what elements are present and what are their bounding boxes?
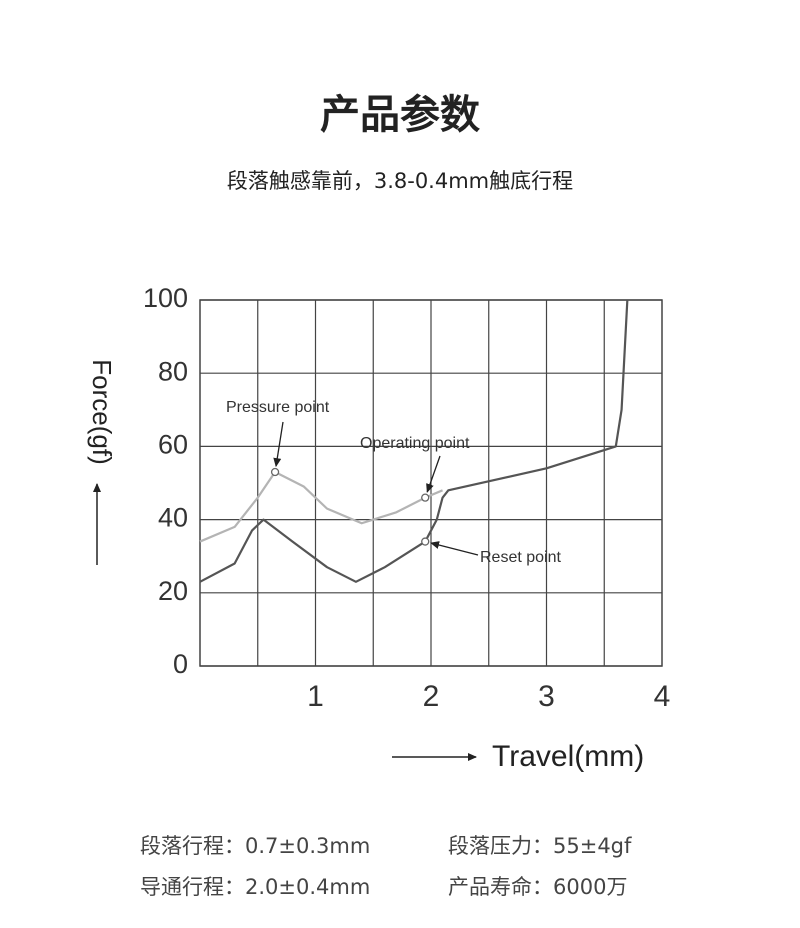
y-tick-label: 0 [173, 649, 188, 679]
annotation-arrow [273, 421, 284, 468]
y-tick-label: 80 [158, 356, 188, 386]
x-tick-label: 3 [538, 680, 555, 713]
spec: 段落行程：0.7±0.3mm [140, 834, 370, 858]
x-tick-label: 1 [307, 680, 324, 713]
annotation-arrow [426, 455, 441, 493]
x-axis-label: Travel(mm) [492, 740, 644, 773]
x-tick-label: 4 [654, 680, 671, 713]
series-line [199, 299, 629, 583]
y-tick-label: 20 [158, 576, 188, 606]
y-axis-label: Force(gf) [87, 359, 117, 464]
spec: 导通行程：2.0±0.4mm [140, 875, 370, 899]
annotation-point [421, 537, 430, 546]
annotation-arrow [430, 541, 479, 556]
page-title: 产品参数 [320, 91, 480, 138]
plot: 0 20 40 60 80 100 1 2 3 4 Pressure point Operating … [143, 283, 670, 713]
spec: 段落压力：55±4gf [448, 834, 632, 858]
annotation-point [270, 467, 280, 477]
x-tick-label: 2 [423, 680, 440, 713]
y-tick-label: 40 [158, 503, 188, 533]
annotation-label: Pressure point [226, 399, 330, 416]
annotation-label: Reset point [480, 549, 561, 566]
annotation-point [421, 493, 430, 502]
spec: 产品寿命：6000万 [448, 875, 627, 899]
annotation-label: Operating point [360, 435, 470, 452]
y-tick-label: 60 [158, 430, 188, 460]
series-line [199, 470, 443, 543]
subtitle: 段落触感靠前，3.8-0.4mm触底行程 [227, 169, 573, 193]
y-tick-label: 100 [143, 283, 188, 313]
